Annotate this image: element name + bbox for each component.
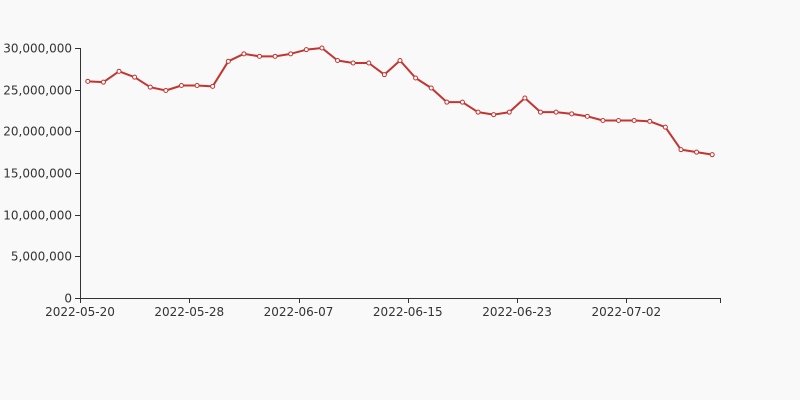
y-tick-label: 20,000,000 [3, 125, 72, 139]
data-point[interactable] [553, 109, 559, 115]
data-point[interactable] [631, 118, 637, 123]
data-point[interactable] [178, 83, 184, 88]
data-point[interactable] [225, 58, 231, 64]
data-point[interactable] [428, 85, 434, 91]
y-tick-label: 15,000,000 [3, 167, 72, 181]
data-point[interactable] [397, 58, 403, 63]
x-axis-ticks: 2022-05-20 2022-05-28 2022-06-07 2022-06-15… [45, 298, 721, 319]
data-point[interactable] [116, 68, 122, 74]
data-point[interactable] [678, 147, 684, 153]
y-tick-label: 25,000,000 [3, 84, 72, 98]
data-point[interactable] [100, 79, 106, 85]
data-point[interactable] [303, 47, 309, 53]
data-point[interactable] [147, 84, 153, 90]
data-point[interactable] [491, 112, 497, 118]
data-point[interactable] [600, 118, 606, 123]
data-point[interactable] [522, 95, 528, 101]
y-tick-label: 30,000,000 [3, 42, 72, 56]
data-point[interactable] [537, 109, 543, 115]
data-point[interactable] [506, 109, 512, 115]
data-point[interactable] [366, 60, 372, 66]
y-tick-label: 10,000,000 [3, 209, 72, 223]
data-point[interactable] [569, 111, 575, 117]
y-tick-label: 0 [64, 292, 72, 306]
x-tick-label: 2022-06-15 [373, 305, 443, 319]
data-point[interactable] [413, 75, 419, 81]
data-point[interactable] [444, 99, 450, 105]
data-point[interactable] [616, 118, 622, 123]
y-tick-label: 5,000,000 [11, 250, 72, 264]
data-point[interactable] [288, 51, 294, 57]
data-point[interactable] [709, 152, 715, 158]
data-point[interactable] [475, 109, 481, 115]
data-point[interactable] [163, 88, 169, 93]
data-point[interactable] [241, 51, 247, 57]
x-tick-label: 2022-07-02 [591, 305, 661, 319]
data-point[interactable] [662, 124, 668, 130]
x-tick-label: 2022-06-07 [264, 305, 334, 319]
data-point[interactable] [694, 149, 700, 155]
data-point[interactable] [85, 78, 91, 84]
data-point[interactable] [210, 83, 216, 89]
data-point[interactable] [584, 113, 590, 119]
data-point[interactable] [381, 72, 387, 78]
data-point[interactable] [647, 118, 653, 124]
data-point[interactable] [350, 60, 356, 66]
data-point[interactable] [459, 99, 465, 105]
x-tick-label: 2022-05-28 [154, 305, 224, 319]
series-layer [85, 45, 715, 158]
series-line [86, 47, 714, 156]
x-tick-label: 2022-06-23 [482, 305, 552, 319]
data-point[interactable] [194, 83, 200, 88]
data-point[interactable] [132, 74, 138, 80]
data-point[interactable] [257, 53, 263, 59]
y-axis-ticks: 0 5,000,000 10,000,000 15,000,000 20,000,000… [3, 42, 80, 306]
x-tick-label: 2022-05-20 [45, 305, 115, 319]
axes [80, 48, 720, 299]
data-point[interactable] [272, 53, 278, 59]
data-point[interactable] [335, 58, 341, 63]
data-point[interactable] [319, 45, 325, 51]
